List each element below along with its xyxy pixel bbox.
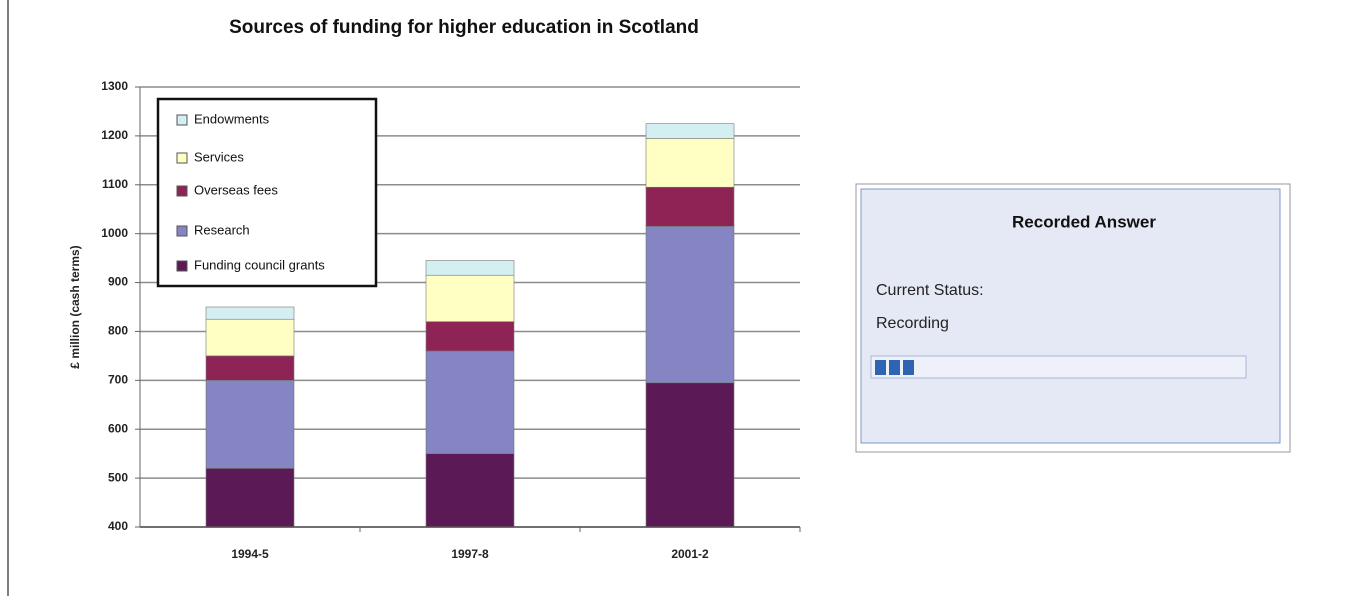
bar-segment xyxy=(205,468,295,528)
bar-segment xyxy=(425,453,515,528)
bar-segment xyxy=(645,186,735,227)
legend-swatch xyxy=(176,225,188,237)
status: Recording xyxy=(876,315,949,332)
y-tick-label: 600 xyxy=(108,421,128,435)
y-tick-label: 1000 xyxy=(101,226,128,240)
legend-label: Funding council grants xyxy=(194,257,325,272)
progress-block xyxy=(903,360,914,375)
bar-segment xyxy=(205,306,295,320)
progress-bar xyxy=(870,355,1247,379)
panel xyxy=(860,188,1281,444)
y-tick-label: 1100 xyxy=(102,177,128,191)
legend-swatch xyxy=(176,185,188,197)
bar-segment xyxy=(425,321,515,352)
bar-segment xyxy=(205,380,295,469)
y-tick-label: 800 xyxy=(108,324,128,338)
legend-label: Research xyxy=(194,222,250,237)
y-tick-label: 1300 xyxy=(101,79,128,93)
y-tick-label: 500 xyxy=(108,470,128,484)
y-tick-label: 700 xyxy=(108,373,128,387)
progress-block xyxy=(889,360,900,375)
legend-label: Services xyxy=(194,149,244,164)
legend-swatch xyxy=(176,260,188,272)
bar-segment xyxy=(645,123,735,139)
bar-segment xyxy=(205,355,295,381)
x-tick-label: 2001-2 xyxy=(671,547,709,561)
progress-block xyxy=(875,360,886,375)
bar-segment xyxy=(645,382,735,528)
y-tick-label: 400 xyxy=(108,519,128,533)
legend-box xyxy=(156,97,378,288)
legend-swatch xyxy=(176,152,188,164)
legend: Endowments Services Overseas fees Research F… xyxy=(156,97,378,288)
panel-title: Recorded Answer xyxy=(1012,212,1156,231)
bar-segment xyxy=(205,318,295,357)
plot: 400 500 600 700 800 900 1000 1100 1200 1300 1994-5… xyxy=(101,79,801,561)
bar-segment xyxy=(425,260,515,276)
bar-segment xyxy=(425,350,515,454)
x-tick-label: 1997-8 xyxy=(451,547,489,561)
y-tick-label: 1200 xyxy=(101,128,128,142)
legend-label: Endowments xyxy=(194,111,270,126)
bar-segment xyxy=(645,138,735,188)
legend-label: Overseas fees xyxy=(194,182,278,197)
y-axis-label: £ million (cash terms) xyxy=(68,245,82,368)
y-tick-label: 900 xyxy=(108,275,128,289)
legend-swatch xyxy=(176,114,188,126)
x-tick-label: 1994-5 xyxy=(231,547,269,561)
bar-segment xyxy=(425,274,515,322)
bar-segment xyxy=(645,226,735,384)
status-label: Current Status: xyxy=(876,282,984,299)
chart-title: Sources of funding for higher education … xyxy=(229,17,699,38)
